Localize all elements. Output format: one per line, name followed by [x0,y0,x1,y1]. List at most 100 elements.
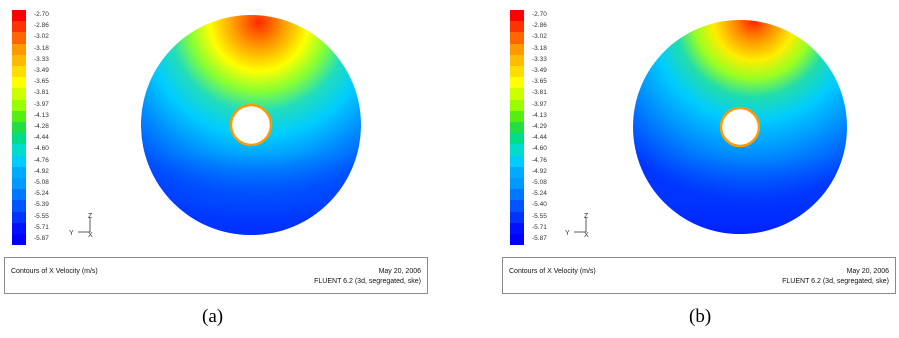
axes-triad-a: Z Y X [69,213,93,238]
contour-plot-a [4,0,428,256]
legend-swatch [510,211,524,223]
legend-tick-label: -3.33 [532,55,547,63]
legend-tick-label: -4.60 [34,145,49,153]
info-title-a: Contours of X Velocity (m/s) [11,268,98,275]
legend-swatch [12,166,26,178]
legend-tick-label: -5.40 [532,201,547,209]
legend-tick-label: -4.29 [532,123,547,130]
legend-swatch [510,200,524,212]
legend-tick-label: -4.92 [532,167,547,175]
legend-swatch [12,189,26,201]
panel-b: -2.70 -2.86 -3.02 -3.18 -3.33 -3.49 -3.65 -3.81… [502,0,896,296]
legend-swatch [12,122,26,134]
axis-x-label-a: X [88,232,93,238]
legend-tick-label: -4.76 [34,156,49,164]
legend-tick-label: -5.55 [34,212,49,220]
legend-tick-label: -2.70 [34,11,49,18]
panel-a: -2.70 -2.86 -3.02 -3.18 -3.33 -3.49 -3.65 -3.81… [4,0,428,296]
legend-tick-label: -4.28 [34,123,49,130]
legend-swatch [510,88,524,100]
legend-swatch [510,66,524,78]
legend-swatch [12,110,26,122]
legend-swatch [12,77,26,89]
contour-svg-a [141,15,361,235]
legend-swatch [12,66,26,78]
axis-z-label-a: Z [88,213,93,220]
legend-swatch [510,166,524,178]
legend-tick-label: -4.44 [532,134,547,142]
legend-swatch [12,200,26,212]
axis-z-label-b: Z [584,213,589,220]
legend-tick-label: -5.71 [532,223,547,231]
legend-swatch [12,54,26,66]
legend-tick-label: -4.13 [34,111,49,119]
legend-tick-label: -5.24 [34,190,49,198]
legend-swatch [12,10,26,22]
legend-swatch [510,178,524,190]
legend-tick-label: -3.65 [34,78,49,86]
info-version-b: FLUENT 6.2 (3d, segregated, ske) [782,278,889,285]
legend-swatch [510,99,524,111]
legend-tick-label: -5.55 [532,212,547,220]
legend-swatch [510,54,524,66]
legend-swatch [12,21,26,33]
legend-tick-label: -4.76 [532,156,547,164]
legend-tick-label: -3.97 [532,100,547,108]
legend-tick-label: -2.86 [532,22,547,30]
legend-tick-label: -5.71 [34,223,49,231]
contour-plot-b [502,0,896,256]
legend-tick-label: -5.24 [532,190,547,198]
legend-swatch [510,133,524,145]
legend-swatch [12,99,26,111]
legend-tick-label: -3.97 [34,100,49,108]
info-date-b: May 20, 2006 [846,268,889,275]
axis-y-label-a: Y [69,230,74,237]
legend-tick-label: -3.81 [34,89,49,97]
caption-b: (b) [689,306,712,327]
caption-a: (a) [202,306,224,327]
info-bar-a: Contours of X Velocity (m/s) May 20, 200… [4,257,428,294]
info-date-a: May 20, 2006 [378,268,421,275]
info-title-b: Contours of X Velocity (m/s) [509,268,596,275]
legend-swatch [12,43,26,55]
legend-swatch [510,222,524,234]
axis-y-label-b: Y [565,230,570,237]
legend-tick-label: -5.08 [34,179,49,186]
legend-swatch [510,144,524,156]
legend-swatch [12,133,26,145]
legend-tick-label: -4.92 [34,167,49,175]
legend-swatch [510,32,524,44]
legend-tick-label: -2.70 [532,11,547,18]
legend-swatch [12,234,26,246]
legend-tick-label: -3.02 [532,33,547,41]
legend-tick-label: -3.18 [34,44,49,52]
legend-tick-label: -2.86 [34,22,49,30]
legend-swatch [510,77,524,89]
legend-tick-label: -3.65 [532,78,547,86]
legend-tick-label: -4.60 [532,145,547,153]
legend-swatch [12,144,26,156]
legend-swatch [12,32,26,44]
pipe-hole-b [719,106,761,148]
legend-tick-label: -4.44 [34,134,49,142]
legend-swatch [12,211,26,223]
legend-tick-label: -4.13 [532,111,547,119]
legend-tick-label: -3.49 [532,67,547,74]
legend-swatch [510,21,524,33]
legend-swatch [510,110,524,122]
pipe-hole-a [229,103,273,147]
axis-x-label-b: X [584,232,589,238]
info-bar-b: Contours of X Velocity (m/s) May 20, 200… [502,257,896,294]
legend-tick-label: -5.87 [532,235,547,242]
legend-swatch [510,155,524,167]
legend-swatch [510,189,524,201]
legend-swatch [510,122,524,134]
legend-swatch [510,10,524,22]
info-version-a: FLUENT 6.2 (3d, segregated, ske) [314,278,421,285]
legend-tick-label: -3.18 [532,44,547,52]
legend-swatch [12,155,26,167]
axes-triad-b: Z Y X [565,213,589,238]
legend-tick-label: -5.08 [532,179,547,186]
legend-swatch [12,222,26,234]
legend-tick-label: -3.33 [34,55,49,63]
